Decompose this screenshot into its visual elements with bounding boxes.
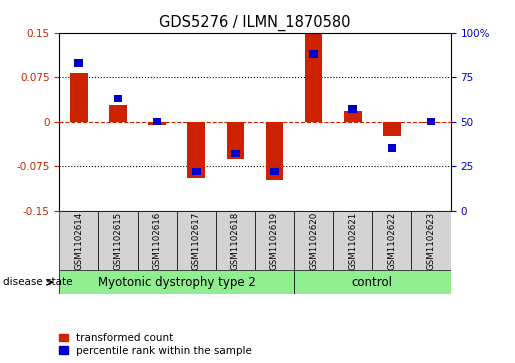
- Text: disease state: disease state: [3, 277, 72, 287]
- Bar: [383, 122, 401, 136]
- FancyBboxPatch shape: [411, 211, 451, 270]
- FancyBboxPatch shape: [138, 211, 177, 270]
- FancyBboxPatch shape: [333, 211, 372, 270]
- FancyBboxPatch shape: [59, 270, 294, 294]
- Bar: [148, 122, 166, 125]
- Bar: [153, 118, 161, 126]
- Bar: [109, 105, 127, 122]
- Bar: [114, 95, 122, 102]
- FancyBboxPatch shape: [98, 211, 138, 270]
- Text: Myotonic dystrophy type 2: Myotonic dystrophy type 2: [98, 276, 255, 289]
- Bar: [310, 50, 318, 58]
- Bar: [388, 144, 396, 152]
- Bar: [344, 111, 362, 122]
- FancyBboxPatch shape: [294, 211, 333, 270]
- Text: control: control: [352, 276, 393, 289]
- Bar: [70, 73, 88, 122]
- FancyBboxPatch shape: [216, 211, 255, 270]
- Bar: [422, 122, 440, 123]
- Text: GSM1102621: GSM1102621: [348, 211, 357, 270]
- Bar: [270, 168, 279, 175]
- Text: GSM1102617: GSM1102617: [192, 211, 201, 270]
- Bar: [192, 168, 200, 175]
- Text: GSM1102618: GSM1102618: [231, 211, 240, 270]
- Legend: transformed count, percentile rank within the sample: transformed count, percentile rank withi…: [57, 331, 254, 358]
- FancyBboxPatch shape: [59, 211, 98, 270]
- Bar: [227, 122, 244, 159]
- Bar: [187, 122, 205, 178]
- FancyBboxPatch shape: [255, 211, 294, 270]
- Text: GSM1102615: GSM1102615: [113, 211, 123, 270]
- Text: GSM1102620: GSM1102620: [309, 211, 318, 270]
- Bar: [305, 32, 322, 122]
- FancyBboxPatch shape: [177, 211, 216, 270]
- Title: GDS5276 / ILMN_1870580: GDS5276 / ILMN_1870580: [159, 15, 351, 31]
- Bar: [427, 118, 435, 126]
- Text: GSM1102619: GSM1102619: [270, 211, 279, 270]
- Bar: [231, 150, 239, 158]
- FancyBboxPatch shape: [294, 270, 451, 294]
- Text: GSM1102623: GSM1102623: [426, 211, 436, 270]
- Text: GSM1102614: GSM1102614: [74, 211, 83, 270]
- Bar: [349, 105, 357, 113]
- Text: GSM1102616: GSM1102616: [152, 211, 162, 270]
- Bar: [75, 59, 83, 67]
- Bar: [266, 122, 283, 180]
- FancyBboxPatch shape: [372, 211, 411, 270]
- Text: GSM1102622: GSM1102622: [387, 211, 397, 270]
